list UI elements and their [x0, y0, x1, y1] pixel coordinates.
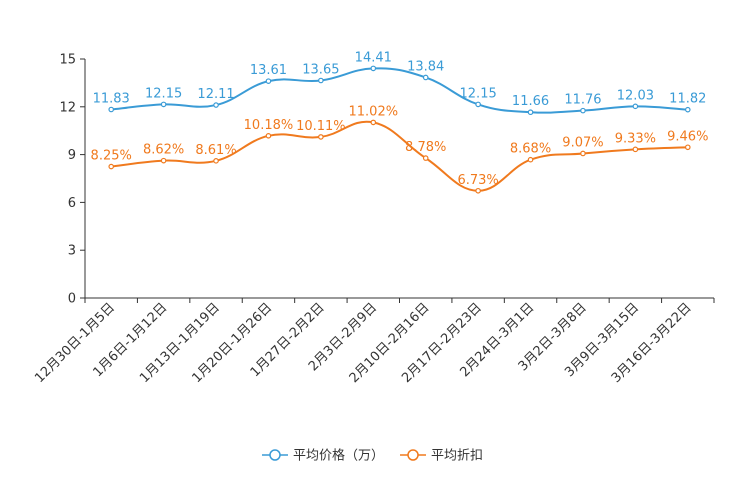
data-point — [318, 134, 324, 140]
data-label: 11.76 — [564, 93, 601, 108]
data-point — [108, 106, 115, 113]
data-label: 11.66 — [512, 94, 549, 109]
data-label: 12.15 — [145, 86, 182, 101]
data-label: 12.15 — [460, 86, 497, 101]
data-label: 10.18% — [244, 118, 294, 133]
data-label: 9.46% — [667, 129, 708, 144]
data-label: 14.41 — [355, 50, 392, 65]
data-label: 8.25% — [91, 149, 132, 164]
data-point — [108, 163, 115, 170]
data-label: 9.07% — [562, 135, 603, 150]
y-tick-label: 9 — [68, 148, 76, 163]
legend: 平均价格（万） 平均折扣 — [262, 448, 483, 464]
data-label: 12.11 — [197, 87, 234, 102]
data-label: 8.62% — [143, 143, 184, 158]
y-tick-label: 12 — [59, 100, 76, 115]
data-point — [684, 144, 691, 151]
data-label: 13.65 — [302, 63, 339, 78]
data-label: 13.61 — [250, 63, 287, 78]
data-label: 11.83 — [93, 92, 130, 107]
data-label: 10.11% — [296, 119, 346, 134]
data-point — [318, 77, 324, 84]
data-point — [370, 119, 377, 126]
data-point — [160, 157, 167, 164]
data-point — [160, 101, 167, 108]
legend-swatch-marker — [269, 449, 281, 461]
data-label: 12.03 — [617, 88, 654, 103]
data-point — [422, 74, 429, 81]
data-point — [580, 150, 586, 157]
data-label: 8.61% — [195, 143, 236, 158]
data-point — [265, 132, 272, 139]
data-point — [422, 155, 429, 161]
data-point — [265, 78, 272, 84]
legend-label: 平均价格（万） — [293, 448, 384, 464]
data-point — [213, 102, 219, 108]
data-label: 13.84 — [407, 59, 444, 74]
data-label: 8.78% — [405, 140, 446, 155]
y-tick-label: 3 — [68, 244, 76, 259]
data-point — [527, 156, 534, 163]
data-label: 9.33% — [615, 131, 656, 146]
data-point — [632, 146, 639, 153]
legend-swatch-marker — [407, 449, 419, 461]
y-tick-label: 0 — [68, 292, 76, 307]
data-point — [527, 109, 534, 116]
data-label: 6.73% — [457, 173, 498, 188]
data-label: 8.68% — [510, 142, 551, 157]
series-line-1 — [111, 67, 688, 114]
data-point — [632, 103, 639, 110]
data-point — [370, 65, 377, 72]
y-tick-label: 6 — [68, 196, 76, 211]
data-point — [475, 101, 481, 108]
legend-label: 平均折扣 — [431, 449, 483, 464]
data-label: 11.02% — [349, 104, 399, 119]
data-point — [580, 107, 586, 114]
data-label: 11.82 — [669, 92, 706, 107]
y-tick-label: 15 — [59, 53, 76, 68]
data-point — [213, 158, 219, 164]
data-point — [684, 106, 691, 113]
data-point — [475, 187, 481, 194]
